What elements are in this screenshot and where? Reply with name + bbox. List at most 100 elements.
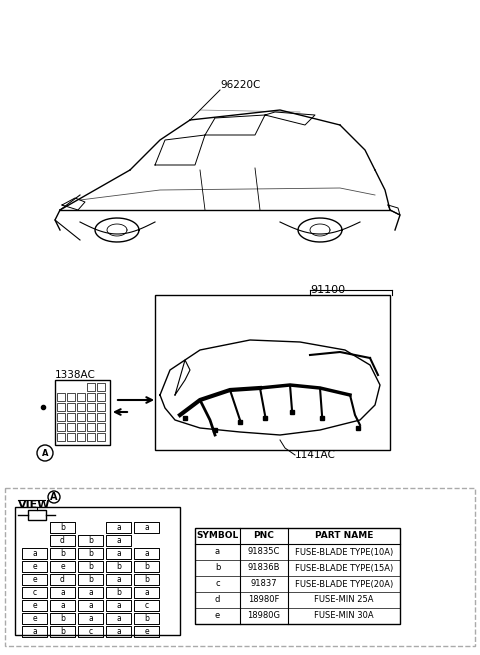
Bar xyxy=(87,403,95,411)
Text: a: a xyxy=(144,549,149,558)
Bar xyxy=(78,600,103,611)
Bar xyxy=(50,535,75,546)
Text: VIEW: VIEW xyxy=(18,500,50,510)
Bar xyxy=(57,413,65,421)
Bar xyxy=(97,403,105,411)
Bar xyxy=(106,600,131,611)
Text: 18980G: 18980G xyxy=(248,612,280,620)
Bar xyxy=(97,413,105,421)
Text: a: a xyxy=(116,549,121,558)
Bar xyxy=(57,403,65,411)
Bar xyxy=(67,433,75,441)
Text: a: a xyxy=(32,627,37,636)
Text: b: b xyxy=(144,562,149,571)
Bar xyxy=(57,393,65,401)
Bar xyxy=(57,433,65,441)
Bar xyxy=(77,393,85,401)
Text: b: b xyxy=(116,562,121,571)
Text: a: a xyxy=(88,614,93,623)
Text: c: c xyxy=(215,580,220,588)
Text: a: a xyxy=(116,627,121,636)
Bar xyxy=(22,548,47,559)
Bar xyxy=(155,295,390,450)
Bar xyxy=(22,587,47,598)
Bar xyxy=(67,403,75,411)
Bar xyxy=(22,626,47,637)
Bar xyxy=(77,433,85,441)
Text: b: b xyxy=(60,549,65,558)
Text: SYMBOL: SYMBOL xyxy=(196,531,239,540)
Bar xyxy=(106,587,131,598)
Text: FUSE-BLADE TYPE(20A): FUSE-BLADE TYPE(20A) xyxy=(295,580,393,588)
Text: FUSE-BLADE TYPE(15A): FUSE-BLADE TYPE(15A) xyxy=(295,563,393,572)
Bar xyxy=(77,413,85,421)
Text: 1141AC: 1141AC xyxy=(295,450,336,460)
Text: c: c xyxy=(144,601,149,610)
Text: 1338AC: 1338AC xyxy=(55,370,96,380)
Bar xyxy=(78,587,103,598)
Bar xyxy=(134,600,159,611)
Text: b: b xyxy=(60,523,65,532)
Bar xyxy=(78,613,103,624)
Text: b: b xyxy=(116,588,121,597)
Text: FUSE-BLADE TYPE(10A): FUSE-BLADE TYPE(10A) xyxy=(295,548,393,557)
Text: A: A xyxy=(50,492,58,502)
Text: a: a xyxy=(116,601,121,610)
Bar xyxy=(50,587,75,598)
Bar xyxy=(50,561,75,572)
Text: e: e xyxy=(32,575,37,584)
Bar xyxy=(134,587,159,598)
Text: b: b xyxy=(60,627,65,636)
Bar xyxy=(87,383,95,391)
Text: c: c xyxy=(33,588,36,597)
Text: a: a xyxy=(215,548,220,557)
Text: b: b xyxy=(144,614,149,623)
Text: a: a xyxy=(60,588,65,597)
Text: e: e xyxy=(32,562,37,571)
Bar xyxy=(50,522,75,533)
Text: a: a xyxy=(32,549,37,558)
Text: a: a xyxy=(60,601,65,610)
Text: 91836B: 91836B xyxy=(248,563,280,572)
Text: a: a xyxy=(88,601,93,610)
Bar xyxy=(78,626,103,637)
Text: a: a xyxy=(88,588,93,597)
Text: b: b xyxy=(88,549,93,558)
Text: e: e xyxy=(144,627,149,636)
Text: a: a xyxy=(116,614,121,623)
Bar xyxy=(22,600,47,611)
Text: 91835C: 91835C xyxy=(248,548,280,557)
Bar xyxy=(134,626,159,637)
Text: a: a xyxy=(116,523,121,532)
Text: A: A xyxy=(42,449,48,457)
Bar xyxy=(87,413,95,421)
Text: b: b xyxy=(215,563,220,572)
Bar xyxy=(106,522,131,533)
Text: PNC: PNC xyxy=(253,531,275,540)
Text: a: a xyxy=(116,536,121,545)
Bar xyxy=(134,548,159,559)
Bar xyxy=(67,413,75,421)
Text: e: e xyxy=(60,562,65,571)
Bar xyxy=(134,613,159,624)
Text: e: e xyxy=(32,614,37,623)
Bar xyxy=(77,403,85,411)
Bar xyxy=(78,574,103,585)
Bar xyxy=(28,510,46,520)
Text: e: e xyxy=(215,612,220,620)
Bar xyxy=(106,548,131,559)
Text: b: b xyxy=(88,562,93,571)
Text: d: d xyxy=(215,595,220,605)
Text: e: e xyxy=(32,601,37,610)
Bar xyxy=(15,507,180,635)
Bar xyxy=(106,626,131,637)
Bar xyxy=(78,561,103,572)
Text: 91100: 91100 xyxy=(310,285,345,295)
Bar xyxy=(87,423,95,431)
Bar xyxy=(5,488,475,646)
Bar xyxy=(134,522,159,533)
Text: a: a xyxy=(144,523,149,532)
Text: d: d xyxy=(60,536,65,545)
Bar xyxy=(67,393,75,401)
Text: 18980F: 18980F xyxy=(248,595,280,605)
